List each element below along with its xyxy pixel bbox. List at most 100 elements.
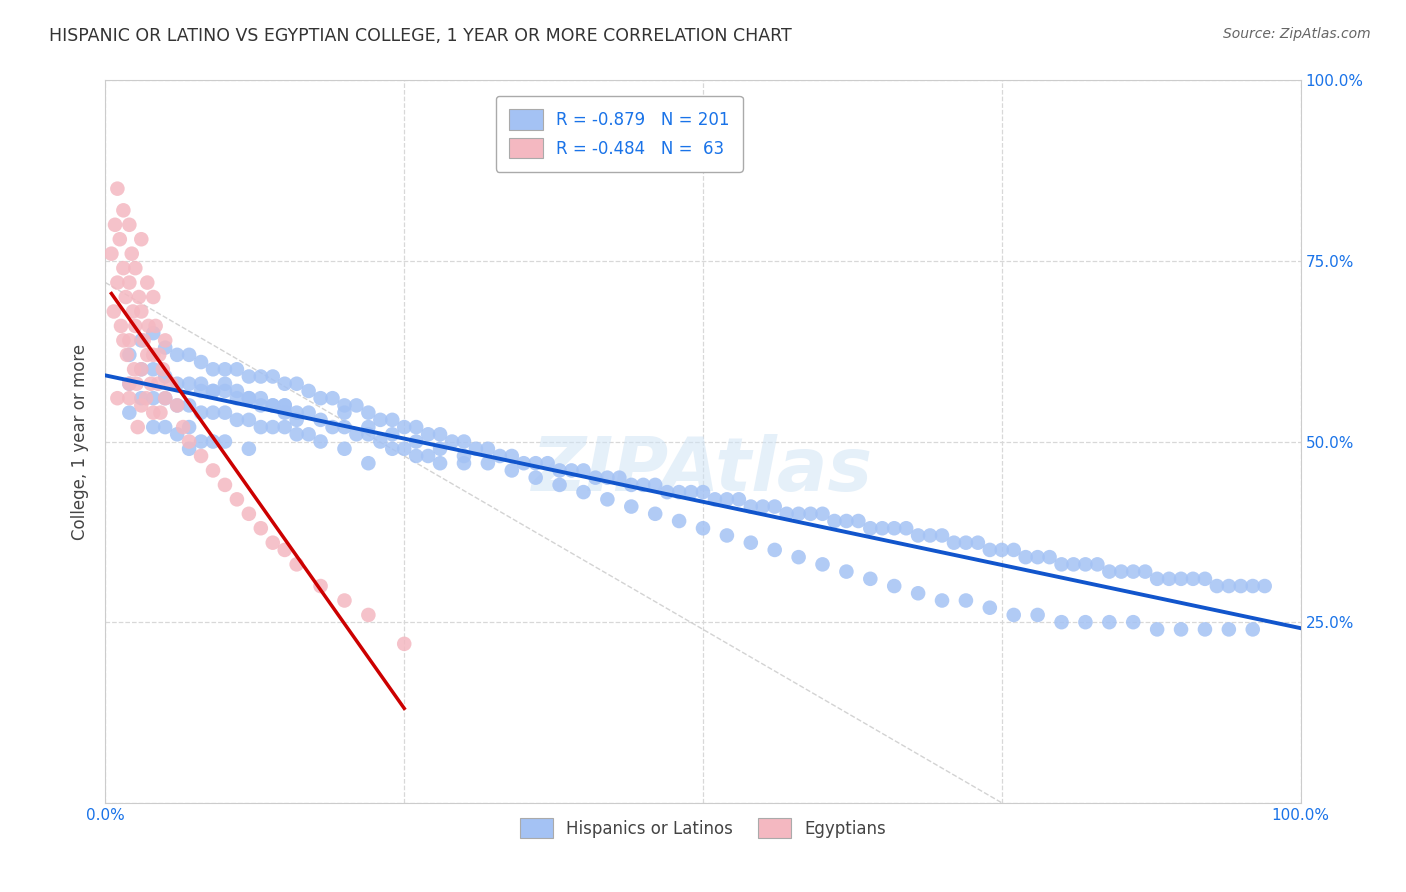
Point: [357, 427, 380, 442]
Point: [142, 406, 165, 420]
Point: [136, 276, 159, 290]
Point: [477, 456, 499, 470]
Point: [489, 449, 512, 463]
Point: [112, 203, 135, 218]
Point: [298, 384, 321, 398]
Point: [202, 463, 225, 477]
Point: [1074, 615, 1097, 630]
Point: [225, 413, 249, 427]
Point: [560, 463, 583, 477]
Point: [1098, 615, 1121, 630]
Point: [132, 334, 155, 348]
Point: [620, 500, 643, 514]
Point: [536, 456, 558, 470]
Point: [1085, 558, 1108, 572]
Point: [907, 528, 929, 542]
Point: [104, 218, 127, 232]
Point: [100, 246, 122, 260]
Point: [160, 376, 183, 391]
Point: [273, 406, 295, 420]
Point: [381, 427, 404, 442]
Point: [751, 500, 773, 514]
Point: [1241, 623, 1264, 637]
Point: [572, 463, 595, 477]
Y-axis label: College, 1 year or more: College, 1 year or more: [72, 343, 90, 540]
Point: [225, 384, 249, 398]
Point: [103, 304, 125, 318]
Point: [127, 420, 149, 434]
Point: [142, 290, 165, 304]
Point: [153, 391, 177, 405]
Point: [153, 334, 177, 348]
Point: [285, 427, 308, 442]
Point: [190, 355, 212, 369]
Point: [1050, 615, 1073, 630]
Point: [620, 478, 643, 492]
Point: [190, 406, 212, 420]
Point: [716, 492, 738, 507]
Point: [129, 232, 153, 246]
Point: [644, 478, 666, 492]
Point: [250, 521, 273, 535]
Point: [166, 427, 188, 442]
Legend: Hispanics or Latinos, Egyptians: Hispanics or Latinos, Egyptians: [513, 812, 893, 845]
Point: [799, 507, 821, 521]
Point: [763, 542, 786, 557]
Point: [129, 334, 153, 348]
Point: [1002, 542, 1025, 557]
Point: [202, 434, 225, 449]
Point: [129, 398, 153, 412]
Point: [238, 413, 260, 427]
Point: [107, 276, 129, 290]
Point: [309, 434, 332, 449]
Point: [681, 485, 703, 500]
Point: [763, 500, 786, 514]
Point: [1014, 550, 1036, 565]
Point: [524, 456, 547, 470]
Point: [429, 427, 451, 442]
Point: [392, 420, 416, 434]
Point: [1181, 572, 1204, 586]
Point: [896, 521, 918, 535]
Point: [129, 304, 153, 318]
Point: [238, 391, 260, 405]
Point: [835, 514, 858, 528]
Point: [728, 492, 751, 507]
Point: [190, 376, 212, 391]
Point: [238, 391, 260, 405]
Point: [655, 485, 678, 500]
Point: [214, 406, 236, 420]
Point: [1170, 623, 1192, 637]
Point: [704, 492, 727, 507]
Point: [633, 478, 655, 492]
Point: [250, 420, 273, 434]
Point: [321, 420, 344, 434]
Point: [124, 261, 146, 276]
Point: [368, 434, 391, 449]
Point: [177, 376, 201, 391]
Point: [153, 369, 177, 384]
Point: [190, 449, 212, 463]
Point: [107, 391, 129, 405]
Point: [214, 434, 236, 449]
Point: [112, 261, 135, 276]
Point: [118, 391, 141, 405]
Point: [368, 413, 391, 427]
Point: [979, 542, 1001, 557]
Point: [129, 391, 153, 405]
Point: [202, 362, 225, 376]
Point: [357, 420, 380, 434]
Point: [1194, 623, 1216, 637]
Point: [1206, 579, 1229, 593]
Point: [166, 398, 188, 412]
Point: [668, 514, 690, 528]
Point: [453, 434, 475, 449]
Point: [942, 535, 965, 549]
Point: [225, 492, 249, 507]
Point: [776, 507, 799, 521]
Point: [346, 427, 368, 442]
Point: [298, 406, 321, 420]
Point: [1218, 579, 1240, 593]
Point: [1146, 572, 1168, 586]
Point: [1098, 565, 1121, 579]
